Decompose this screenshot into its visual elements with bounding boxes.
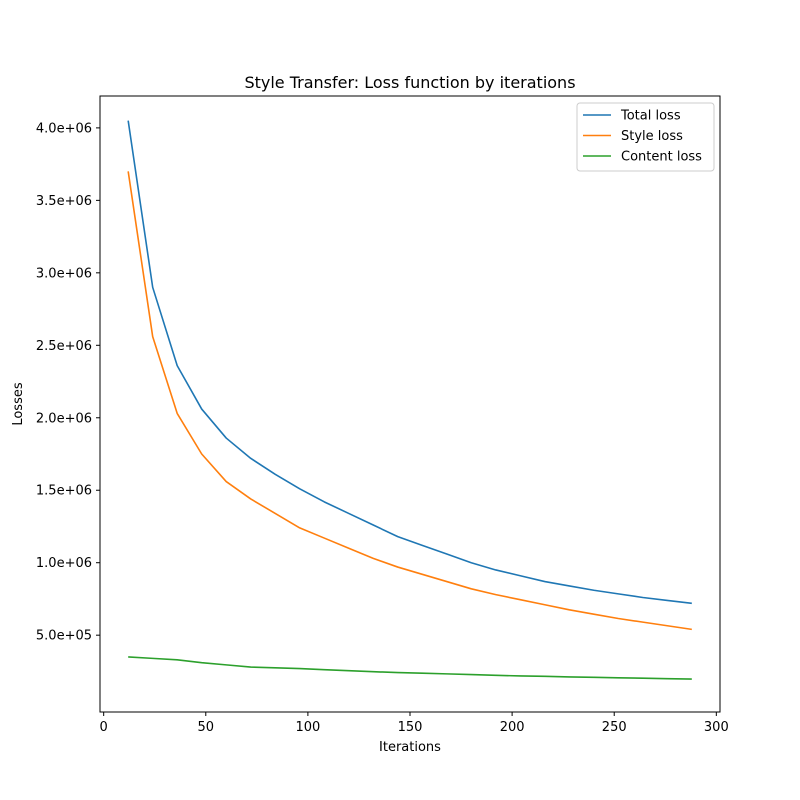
legend-label: Total loss — [620, 109, 681, 124]
y-axis: 5.0e+05 1.0e+06 1.5e+06 2.0e+06 2.5e+06 3.0e+… — [36, 121, 100, 644]
y-tick-label: 2.0e+06 — [36, 411, 92, 426]
y-tick-label: 2.5e+06 — [36, 339, 92, 354]
y-tick-label: 4.0e+06 — [36, 121, 92, 136]
x-tick-label: 50 — [198, 720, 215, 735]
legend-label: Style loss — [621, 129, 683, 144]
series-line-style-loss — [127, 171, 692, 631]
x-axis-title: Iterations — [379, 740, 441, 755]
x-tick-label: 300 — [704, 720, 729, 735]
chart-title: Style Transfer: Loss function by iterati… — [244, 73, 575, 92]
y-tick-label: 1.0e+06 — [36, 556, 92, 571]
y-tick-label: 3.5e+06 — [36, 194, 92, 209]
y-tick-label: 1.5e+06 — [36, 484, 92, 499]
x-axis: 0 50 100 150 200 250 300 — [100, 712, 729, 735]
legend-label: Content loss — [621, 150, 702, 165]
legend: Total loss Style loss Content loss — [576, 102, 715, 172]
y-axis-title: Losses — [11, 382, 26, 426]
series-layer — [127, 120, 692, 680]
x-tick-label: 250 — [602, 720, 627, 735]
series-line-content-loss — [128, 656, 692, 680]
x-tick-label: 100 — [295, 720, 320, 735]
x-tick-label: 0 — [100, 720, 108, 735]
series-line-total-loss — [127, 120, 692, 605]
x-tick-label: 150 — [398, 720, 423, 735]
x-tick-label: 200 — [500, 720, 525, 735]
legend-box — [576, 102, 715, 172]
y-tick-label: 5.0e+05 — [36, 629, 92, 644]
y-tick-label: 3.0e+06 — [36, 266, 92, 281]
